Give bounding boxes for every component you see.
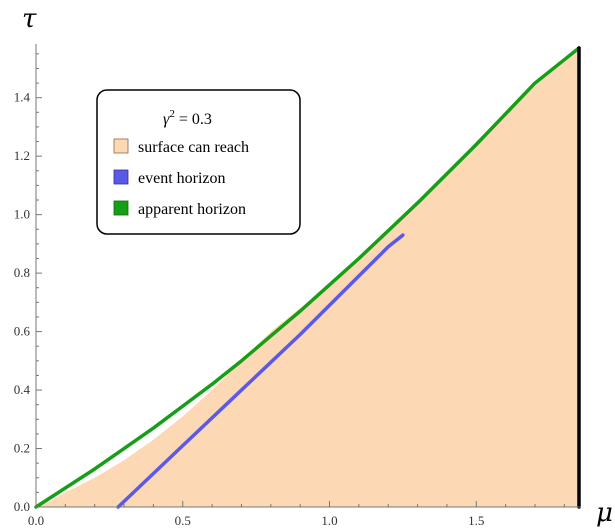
- apparent-horizon-line: [34, 46, 581, 509]
- y-tick-label: 0.8: [14, 265, 30, 280]
- legend-box: [96, 89, 301, 235]
- y-tick-label: 0.0: [14, 499, 30, 514]
- legend-title-exp: 2: [169, 108, 175, 120]
- y-axis-label: τ: [22, 4, 37, 34]
- tick-layer: 0.0 0.5 1.0 1.5 0.0 0.2 0.4 0.6 0.8 1.0 1.2 1.4: [14, 53, 565, 528]
- legend-swatch-event: [113, 169, 129, 185]
- legend: γ2 = 0.3 surface can reach event horizon…: [96, 89, 301, 235]
- y-tick-label: 0.6: [14, 324, 31, 339]
- x-tick-label: 1.5: [468, 513, 484, 528]
- legend-label-event: event horizon: [138, 170, 226, 187]
- legend-title-var: γ: [163, 111, 170, 128]
- y-tick-label: 0.2: [14, 441, 30, 456]
- legend-title: γ2 = 0.3: [163, 108, 212, 128]
- event-horizon-line: [116, 233, 405, 509]
- legend-title-rest: = 0.3: [175, 111, 212, 128]
- legend-label-apparent: apparent horizon: [138, 201, 246, 218]
- y-tick-label: 0.4: [14, 382, 31, 397]
- legend-swatch-surface: [113, 138, 129, 154]
- x-tick-label: 1.0: [321, 513, 337, 528]
- plot-lines-layer: [34, 46, 581, 509]
- legend-label-surface: surface can reach: [138, 139, 249, 156]
- y-tick-label: 1.2: [14, 148, 30, 163]
- y-tick-label: 1.0: [14, 207, 30, 222]
- legend-swatch-apparent: [113, 200, 129, 216]
- plot-fill-layer: [36, 48, 579, 507]
- surface-reach-area: [36, 48, 579, 507]
- x-axis-label: μ: [596, 498, 613, 528]
- y-tick-label: 1.4: [14, 90, 31, 105]
- axes: [35, 44, 581, 508]
- x-tick-label: 0.5: [175, 513, 191, 528]
- x-tick-label: 0.0: [28, 513, 44, 528]
